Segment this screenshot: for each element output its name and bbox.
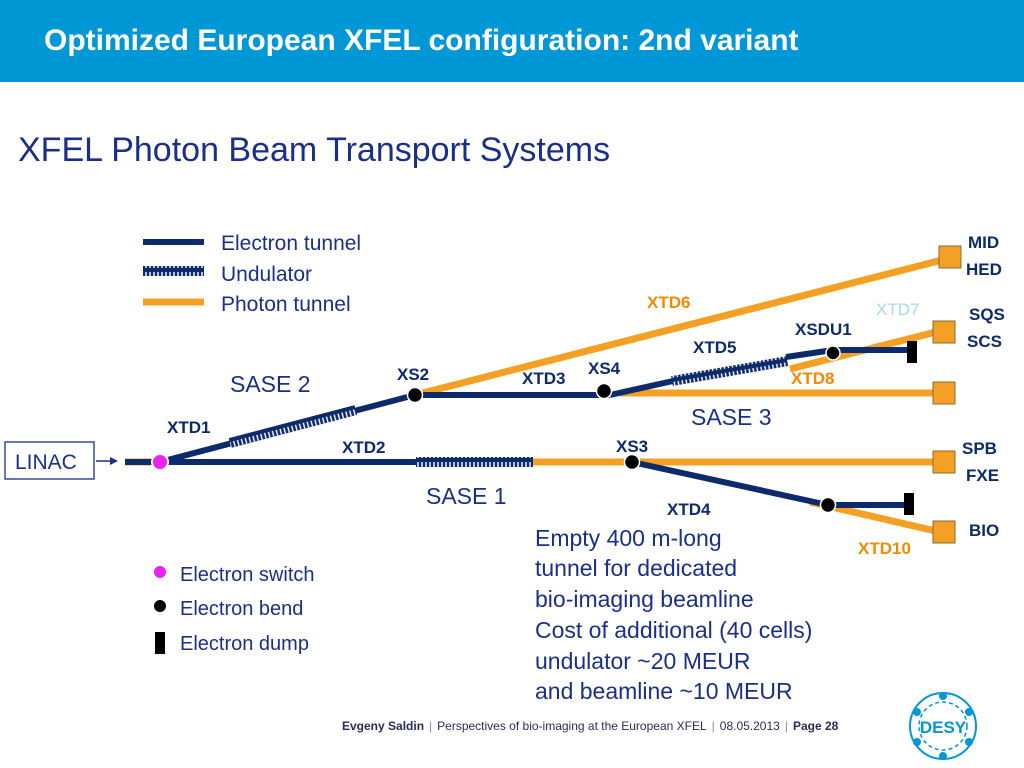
- station-mid-hed: [938, 245, 962, 269]
- linac-label: LINAC: [15, 451, 77, 474]
- station-bio-label: BIO: [969, 521, 999, 540]
- xtd4-label: XTD4: [667, 500, 711, 519]
- station-spb-fxe: [932, 450, 956, 474]
- legend-electron-bend-icon: [154, 600, 166, 612]
- footer-separator: |: [429, 719, 433, 733]
- sase2-label: SASE 2: [230, 371, 311, 397]
- xtd10-label: XTD10: [858, 539, 911, 558]
- undulator-sase1: [416, 457, 533, 467]
- station-scs-label: SCS: [967, 332, 1002, 351]
- footer: Evgeny Saldin | Perspectives of bio-imagin…: [342, 719, 838, 733]
- station-sqs-scs: [932, 320, 956, 344]
- desy-logo-text: DESY: [920, 718, 967, 737]
- footer-separator: |: [784, 719, 788, 733]
- note-line: Empty 400 m-long: [535, 525, 722, 551]
- legend-undulator-swatch: [143, 266, 204, 276]
- note-line: Cost of additional (40 cells): [535, 617, 812, 643]
- electron-bend-xsdu1: [825, 345, 841, 361]
- xtd2-label: XTD2: [342, 438, 385, 457]
- xtd5-label: XTD5: [693, 338, 736, 357]
- xtd7-label: XTD7: [876, 300, 919, 319]
- xsdu1-label: XSDU1: [795, 320, 852, 339]
- electron-switch-linac: [151, 453, 169, 471]
- legend-electron-bend-label: Electron bend: [180, 598, 303, 620]
- electron-line-xtd4: [631, 459, 829, 508]
- legend-electron-switch-icon: [154, 566, 166, 578]
- station-hed-label: HED: [966, 260, 1002, 279]
- photon-line-xtd6: [414, 254, 951, 399]
- xs4-label: XS4: [588, 359, 621, 378]
- electron-dump-bio: [904, 493, 914, 515]
- note-line: and beamline ~10 MEUR: [535, 678, 793, 704]
- undulator-sase3: [671, 356, 789, 386]
- xtd8-label: XTD8: [791, 369, 834, 388]
- page-title: Optimized European XFEL configuration: 2…: [44, 24, 799, 57]
- electron-dump-xsdu1: [907, 341, 917, 363]
- footer-page: Page 28: [792, 719, 839, 733]
- undulator-sase2: [228, 405, 358, 448]
- electron-bend-xs2: [406, 386, 424, 404]
- station-xtd8: [932, 381, 956, 405]
- note-line: undulator ~20 MEUR: [535, 648, 750, 674]
- station-sqs-label: SQS: [969, 305, 1005, 324]
- station-fxe-label: FXE: [966, 466, 999, 485]
- xtd3-label: XTD3: [522, 369, 565, 388]
- electron-bend-xs3: [623, 453, 641, 471]
- legend-undulator-label: Undulator: [221, 263, 312, 286]
- legend-electron-dump-label: Electron dump: [180, 633, 309, 655]
- station-mid-label: MID: [968, 233, 999, 252]
- linac-box: [4, 441, 95, 480]
- footer-author: Evgeny Saldin: [342, 719, 425, 733]
- station-bio: [932, 520, 956, 544]
- legend-electron-switch-label: Electron switch: [180, 564, 315, 586]
- footer-date: 08.05.2013: [719, 719, 780, 733]
- sase3-label: SASE 3: [691, 404, 772, 430]
- station-spb-label: SPB: [962, 439, 997, 458]
- xs2-label: XS2: [397, 365, 429, 384]
- xtd6-label: XTD6: [647, 293, 690, 312]
- xtd1-label: XTD1: [167, 418, 210, 437]
- electron-bend-xtd4: [819, 496, 837, 514]
- electron-bend-xs4: [595, 382, 613, 400]
- sase1-label: SASE 1: [426, 483, 507, 509]
- footer-talk: Perspectives of bio-imaging at the Europ…: [437, 719, 707, 733]
- header-bar: Optimized European XFEL configuration: 2…: [0, 0, 1024, 82]
- note-line: tunnel for dedicated: [535, 555, 737, 581]
- electron-line-sase3-tail: [785, 347, 834, 360]
- legend-electron-tunnel-label: Electron tunnel: [221, 232, 361, 255]
- desy-logo: DESY: [909, 692, 977, 760]
- slide-subtitle: XFEL Photon Beam Transport Systems: [18, 131, 611, 169]
- electron-line-xs4: [609, 378, 674, 398]
- footer-separator: |: [711, 719, 715, 733]
- legend-photon-tunnel-label: Photon tunnel: [221, 293, 351, 316]
- legend-electron-dump-icon: [155, 632, 165, 654]
- note-line: bio-imaging beamline: [535, 586, 754, 612]
- xs3-label: XS3: [616, 437, 648, 456]
- linac-arrow-head: [110, 457, 118, 465]
